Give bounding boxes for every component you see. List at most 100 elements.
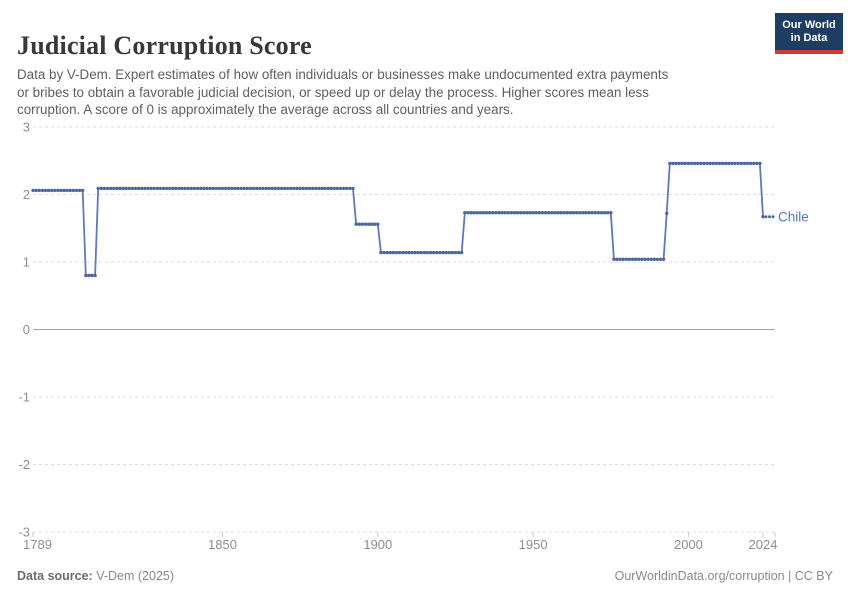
data-point (435, 250, 439, 255)
label-connector-dot (764, 215, 768, 219)
data-point (484, 211, 489, 215)
data-point (453, 250, 458, 255)
data-point (267, 186, 271, 191)
data-point (761, 215, 765, 219)
label-connector-dot (771, 215, 775, 219)
data-point (84, 273, 88, 278)
data-point (404, 250, 408, 255)
data-point (49, 188, 54, 193)
data-point (633, 257, 638, 261)
data-point (444, 250, 448, 255)
data-point (649, 257, 653, 261)
data-point (491, 211, 495, 215)
data-point (714, 161, 719, 166)
data-point (74, 188, 79, 193)
data-point (369, 222, 374, 226)
data-point (357, 222, 361, 226)
data-point (77, 188, 82, 193)
data-point (606, 211, 610, 215)
data-point (310, 186, 315, 191)
data-point (472, 211, 476, 215)
x-axis-label: 1950 (519, 537, 548, 552)
data-point (102, 186, 107, 191)
data-point (192, 186, 197, 191)
data-point (534, 211, 538, 215)
data-point (279, 186, 284, 191)
data-point (180, 186, 184, 191)
data-point (680, 161, 684, 166)
data-point (245, 186, 249, 191)
data-point (37, 188, 41, 193)
data-point (537, 211, 541, 215)
data-point (376, 222, 380, 226)
data-point (71, 188, 76, 193)
data-point (65, 188, 69, 193)
data-point (96, 186, 100, 191)
data-point (661, 257, 666, 261)
y-axis-label: -3 (18, 525, 30, 540)
data-point (31, 188, 35, 193)
data-point (233, 186, 237, 191)
chart-footer: Data source: V-Dem (2025) OurWorldinData… (17, 569, 833, 583)
data-point (341, 186, 346, 191)
data-point (640, 257, 644, 261)
data-point (574, 211, 579, 215)
entity-label[interactable]: Chile (778, 209, 809, 224)
data-point (211, 186, 215, 191)
data-point (146, 186, 150, 191)
data-point (195, 186, 200, 191)
data-point (127, 186, 131, 191)
data-point (329, 186, 333, 191)
data-point (133, 186, 138, 191)
y-axis-label: 1 (23, 255, 30, 270)
data-point (578, 211, 582, 215)
data-point (559, 211, 563, 215)
data-point (255, 186, 259, 191)
data-point (733, 161, 737, 166)
data-point (456, 250, 461, 255)
data-point (438, 250, 442, 255)
data-point (115, 186, 119, 191)
attribution-link[interactable]: OurWorldinData.org/corruption | CC BY (614, 569, 833, 583)
data-point (183, 186, 187, 191)
data-point (416, 250, 420, 255)
page-title: Judicial Corruption Score (17, 31, 312, 61)
data-point (136, 186, 141, 191)
data-point (59, 188, 63, 193)
data-point (593, 211, 597, 215)
data-point (630, 257, 635, 261)
data-point (289, 186, 293, 191)
data-point (674, 161, 678, 166)
data-point (658, 257, 663, 261)
data-point (460, 250, 464, 255)
data-source-value: V-Dem (2025) (96, 569, 175, 583)
data-point (366, 222, 371, 226)
data-point (478, 211, 482, 215)
data-point (214, 186, 218, 191)
data-point (109, 186, 113, 191)
data-point (627, 257, 632, 261)
data-point (677, 161, 681, 166)
data-point (382, 250, 386, 255)
x-axis-label: 2000 (674, 537, 703, 552)
data-point (99, 186, 104, 191)
x-axis-label: 2024 (749, 537, 778, 552)
data-point (531, 211, 535, 215)
data-point (596, 211, 601, 215)
data-point (286, 186, 290, 191)
data-point (475, 211, 479, 215)
data-point (149, 186, 153, 191)
data-point (590, 211, 594, 215)
data-point (571, 211, 576, 215)
y-axis-label: -1 (18, 390, 30, 405)
data-point (230, 186, 234, 191)
data-point (354, 222, 358, 226)
data-point (227, 186, 231, 191)
data-point (447, 250, 451, 255)
data-point (550, 211, 554, 215)
data-point (282, 186, 287, 191)
data-point (152, 186, 156, 191)
data-point (189, 186, 194, 191)
data-point (422, 250, 427, 255)
